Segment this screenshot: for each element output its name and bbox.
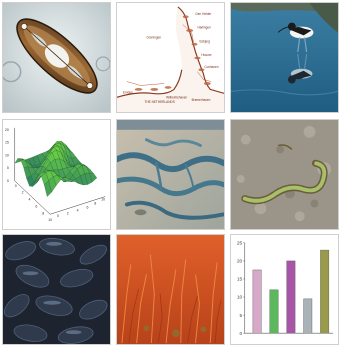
- surface-mesh: [14, 141, 98, 197]
- ragworm-image: [230, 119, 339, 230]
- x-tick-label: 0: [15, 184, 17, 188]
- coastal-map-image: THE NETHERLANDS Groningen Den Helder Har…: [116, 2, 225, 113]
- surface-plot-image: 20 15 10 5 0 0 2 4 6 8 10 0 2 4 6 8 10: [2, 119, 111, 230]
- map-city-label: Emden: [123, 90, 133, 94]
- tidal-flat-aerial-image: [116, 119, 225, 230]
- map-city-label: Den Helder: [196, 12, 212, 16]
- y-tick-label: 6: [86, 205, 88, 209]
- y-tick-label: 0: [57, 214, 59, 218]
- bar: [320, 249, 330, 334]
- bar-chart-image: 0 5 10 15 20 25: [230, 234, 339, 345]
- y-tick-label: 10: [237, 295, 243, 301]
- y-tick-label: 2: [67, 211, 69, 215]
- bar: [303, 298, 313, 334]
- x-tick-label: 4: [29, 198, 31, 202]
- surface-cell: [89, 172, 98, 183]
- bar: [252, 269, 262, 334]
- map-city-label: Esbjerg: [199, 39, 210, 43]
- y-tick-label: 15: [237, 277, 243, 283]
- mussels-image: [2, 234, 111, 345]
- map-city-label: Bremerhaven: [192, 98, 211, 102]
- image-grid: THE NETHERLANDS Groningen Den Helder Har…: [2, 2, 339, 347]
- diatom-microscopy-image: [2, 2, 111, 113]
- y-tick-label: 4: [77, 208, 79, 212]
- map-region-label: Groningen: [146, 35, 161, 39]
- y-tick-label: 0: [240, 331, 243, 337]
- salicornia-image: [116, 234, 225, 345]
- bird-icon: [277, 22, 314, 53]
- z-tick-label: 20: [5, 128, 9, 132]
- z-tick-label: 5: [7, 166, 9, 170]
- avocet-bird-image: [230, 2, 339, 113]
- map-country-label: THE NETHERLANDS: [144, 100, 174, 104]
- map-city-label: Cuxhaven: [204, 65, 218, 69]
- y-tick-label: 25: [237, 241, 243, 247]
- x-tick-label: 6: [35, 204, 37, 208]
- z-tick-label: 15: [5, 141, 9, 145]
- bar: [286, 260, 296, 334]
- y-tick-label: 8: [94, 201, 96, 205]
- z-tick-label: 0: [7, 179, 9, 183]
- z-tick-label: 10: [5, 153, 9, 157]
- map-city-label: Wilhelmshaven: [166, 95, 187, 99]
- x-tick-label: 8: [42, 211, 44, 215]
- bar-chart: 0 5 10 15 20 25: [231, 235, 338, 344]
- y-tick-label: 20: [237, 259, 243, 265]
- map-city-label: Husum: [201, 53, 211, 57]
- x-tick-label: 2: [22, 191, 24, 195]
- x-tick-label: 10: [48, 218, 52, 222]
- y-tick-label: 5: [240, 313, 243, 319]
- map-city-label: Harlingen: [197, 26, 211, 30]
- bar: [269, 289, 279, 334]
- y-tick-label: 10: [101, 198, 105, 202]
